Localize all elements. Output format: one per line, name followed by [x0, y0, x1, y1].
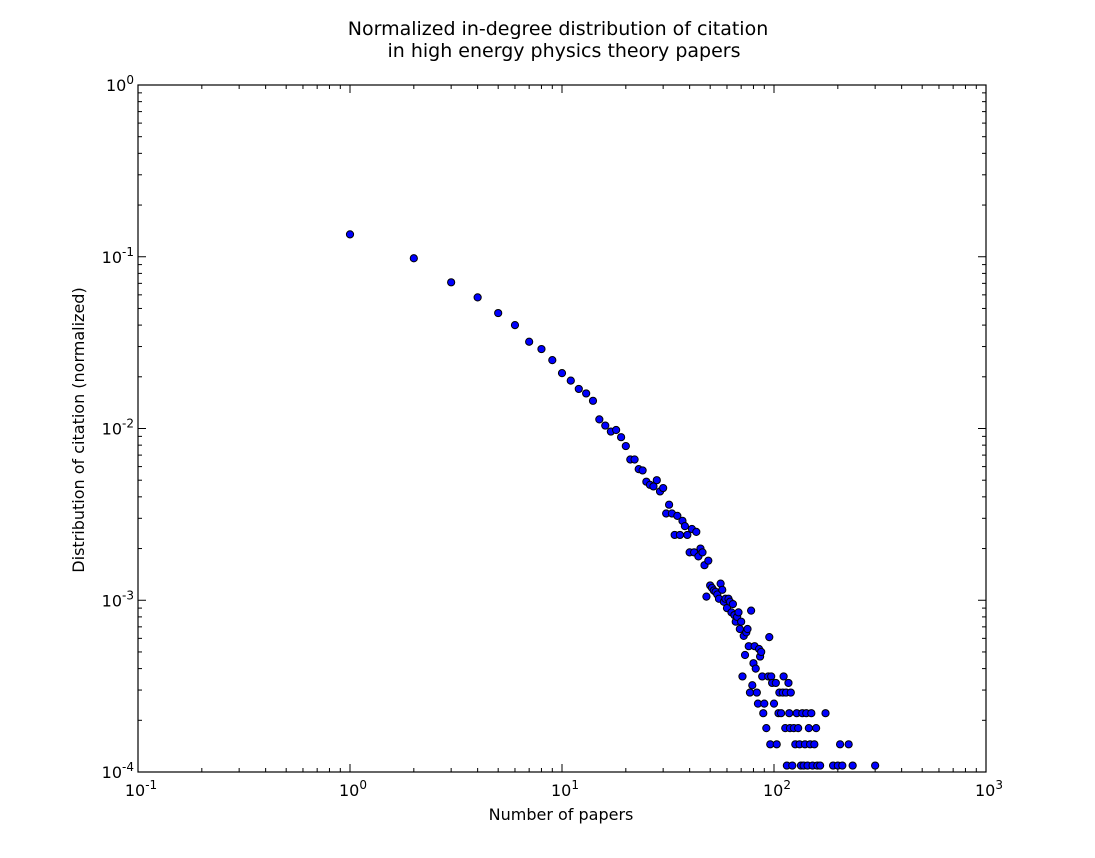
y-tick-label: 100 [106, 73, 134, 95]
data-point [786, 688, 795, 697]
data-point [566, 376, 575, 385]
data-point [765, 633, 774, 642]
data-point [804, 724, 813, 733]
data-point [588, 396, 598, 405]
data-point [810, 740, 819, 749]
data-point [772, 740, 781, 749]
x-tick-label: 100 [339, 778, 367, 800]
data-point [740, 650, 750, 660]
data-point [784, 678, 793, 688]
data-point [718, 585, 727, 594]
data-point [698, 548, 707, 557]
data-point [743, 624, 752, 634]
data-point [659, 483, 668, 493]
x-tick-label: 10-1 [125, 778, 157, 800]
data-point [537, 344, 546, 354]
x-tick-label: 103 [975, 778, 1003, 800]
data-point [675, 530, 685, 540]
x-tick-label: 102 [763, 778, 791, 800]
data-point [638, 466, 647, 475]
data-point [745, 688, 755, 697]
data-point [871, 761, 880, 770]
data-point [680, 522, 690, 531]
data-point [345, 230, 355, 239]
data-point [752, 688, 761, 697]
data-point [728, 599, 738, 609]
data-point [776, 709, 786, 718]
data-point [747, 606, 756, 615]
data-point [673, 511, 682, 520]
data-point [621, 441, 630, 451]
data-point [821, 709, 830, 718]
plot-frame [137, 84, 987, 773]
data-point [757, 647, 766, 657]
data-point [760, 699, 769, 708]
data-point [704, 556, 713, 565]
tick-labels: 10-1 100 101 102 103 10-4 10-3 10-2 10-1 100 [102, 73, 1003, 800]
data-point [748, 681, 757, 690]
data-point [409, 254, 418, 263]
y-tick-label: 10-2 [102, 417, 134, 439]
data-point [702, 592, 711, 601]
data-point [582, 389, 591, 398]
data-point [557, 369, 567, 378]
data-point [510, 321, 520, 330]
data-point [664, 500, 674, 509]
data-point [617, 433, 626, 442]
chart-title-line-2: in high energy physics theory papers [387, 40, 740, 62]
data-point [601, 421, 610, 430]
data-point [848, 761, 857, 770]
data-point [652, 476, 661, 485]
data-point [447, 278, 456, 287]
data-point [807, 709, 816, 718]
x-tick-label: 101 [551, 778, 579, 800]
data-point [759, 709, 768, 718]
data-point [494, 308, 503, 318]
y-tick-label: 10-4 [102, 760, 134, 782]
data-point [794, 724, 803, 733]
data-point [812, 724, 821, 733]
y-tick-label: 10-1 [102, 245, 134, 267]
data-point [683, 530, 692, 540]
data-point [788, 761, 797, 770]
data-point [835, 740, 845, 749]
chart-title-line-1: Normalized in-degree distribution of cit… [348, 18, 768, 40]
data-point [751, 664, 760, 673]
data-point [692, 527, 701, 537]
data-point [844, 740, 853, 749]
data-point [548, 356, 557, 365]
data-point [738, 672, 747, 681]
data-point [779, 672, 788, 681]
y-tick-label: 10-3 [102, 588, 134, 610]
data-point [737, 617, 746, 626]
data-point [574, 384, 583, 394]
data-point [473, 293, 482, 302]
data-point [630, 455, 639, 464]
x-axis-label: Number of papers [489, 805, 634, 824]
data-point [762, 724, 771, 733]
data-point [734, 608, 743, 617]
data-point [769, 699, 779, 708]
data-point [649, 482, 658, 491]
data-point [595, 415, 604, 424]
data-point [525, 337, 534, 346]
data-point [771, 678, 780, 688]
scatter-points [345, 230, 880, 770]
data-point [838, 761, 847, 770]
data-point [816, 761, 825, 770]
data-point [785, 709, 794, 718]
y-axis-label: Distribution of citation (normalized) [69, 287, 88, 572]
data-point [612, 425, 621, 435]
